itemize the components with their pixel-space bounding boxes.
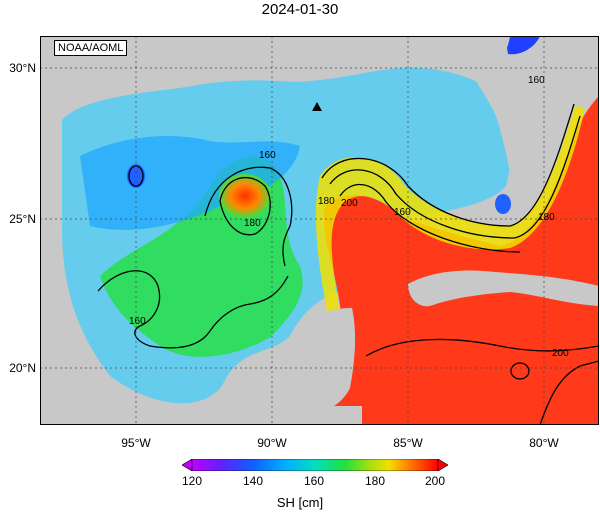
lon-label-85w: 85°W <box>393 436 423 450</box>
cyan-region <box>80 136 300 230</box>
contour-160-loop <box>321 103 575 227</box>
contour-label: 180 <box>318 196 335 207</box>
contour-lines <box>97 103 599 425</box>
contour-160-west <box>97 270 289 349</box>
contour-180-loop <box>329 115 581 239</box>
colorbar-tick-140: 140 <box>242 474 264 488</box>
contour-label: 200 <box>341 198 358 209</box>
lon-label-80w: 80°W <box>529 436 559 450</box>
colorbar <box>182 459 448 471</box>
contour-south-east <box>539 360 599 425</box>
cuba <box>408 270 599 307</box>
map-title: 2024-01-30 <box>261 1 339 18</box>
colorbar-left-arrow <box>182 459 193 471</box>
graticule <box>40 36 599 425</box>
contour-label: 160 <box>259 150 276 161</box>
colorbar-right-arrow <box>437 459 448 471</box>
sea-height-map <box>40 36 599 425</box>
colorbar-tick-180: 180 <box>364 474 386 488</box>
contour-label: 200 <box>552 348 569 359</box>
yucatan <box>298 308 356 414</box>
contour-small-south <box>510 362 530 380</box>
lon-label-95w: 95°W <box>121 436 151 450</box>
contour-200-south <box>365 338 599 357</box>
colorbar-tick-120: 120 <box>181 474 203 488</box>
florida-north-land <box>480 36 510 72</box>
florida <box>470 70 527 208</box>
contour-label: 180 <box>538 212 555 223</box>
credit-label: NOAA/AOML <box>54 40 128 56</box>
loop-current-band <box>315 106 585 326</box>
contour-180-eddy <box>219 177 271 236</box>
colorbar-tick-160: 160 <box>303 474 325 488</box>
colorbar-label: SH [cm] <box>276 495 324 510</box>
lat-label-20n: 20°N <box>9 361 36 375</box>
lon-label-90w: 90°W <box>257 436 287 450</box>
contour-160-north <box>204 166 293 267</box>
contour-label: 160 <box>394 207 411 218</box>
contour-200-loop <box>339 183 521 253</box>
contour-label: 160 <box>528 75 545 86</box>
lat-label-25n: 25°N <box>9 212 36 226</box>
caribbean-water <box>323 96 599 425</box>
yucatan-south-land <box>222 406 362 425</box>
colorbar-gradient <box>191 459 439 471</box>
cold-spot-northeast <box>505 36 540 55</box>
contour-label: 160 <box>129 316 146 327</box>
contour-label: 180 <box>244 218 261 229</box>
warm-eddy <box>219 174 271 218</box>
map-frame <box>40 36 599 425</box>
station-marker <box>312 102 322 111</box>
colorbar-tick-200: 200 <box>424 474 446 488</box>
lat-label-30n: 30°N <box>9 61 36 75</box>
cold-spot-east <box>495 194 511 214</box>
